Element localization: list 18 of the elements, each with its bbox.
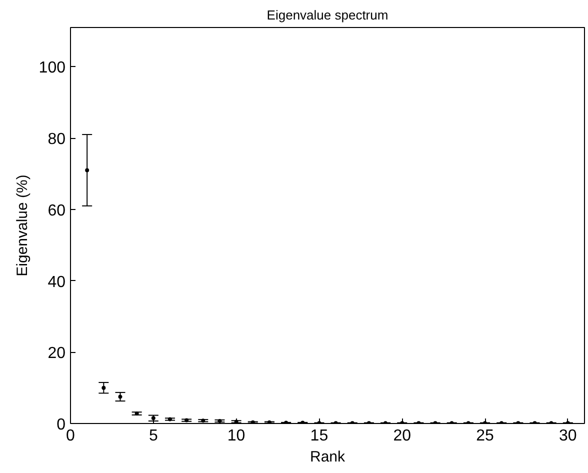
y-tick-label: 40 (48, 274, 66, 291)
y-tick-label: 20 (48, 345, 66, 362)
y-tick-label: 60 (48, 202, 66, 220)
x-tick-label: 30 (559, 428, 577, 444)
point (85, 168, 90, 172)
x-tick-label: 10 (227, 428, 246, 444)
x-tick-label: 25 (476, 428, 494, 444)
x-tick-label: 15 (310, 428, 328, 444)
x-tick-label: 20 (393, 428, 412, 444)
point (118, 394, 122, 399)
x-tick-label: 5 (148, 428, 158, 444)
y-tick-label: 100 (38, 60, 66, 77)
y-tick-label: 80 (48, 131, 66, 148)
point (102, 386, 106, 390)
y-tick-label: 0 (56, 416, 66, 434)
x-axis-title: Rank (310, 448, 346, 466)
y-axis-title: Eigenvalue (%) (14, 174, 31, 276)
chart-title: Eigenvalue spectrum (266, 8, 388, 22)
